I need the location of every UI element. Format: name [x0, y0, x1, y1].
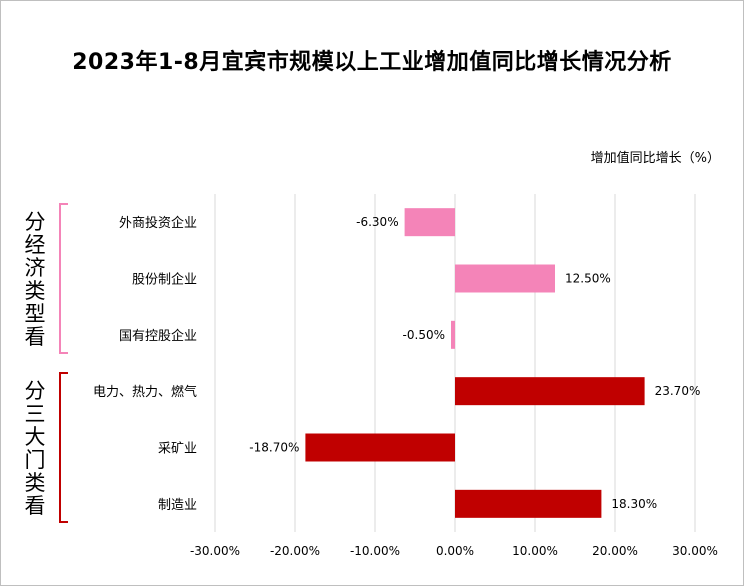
category-label: 股份制企业 — [132, 272, 197, 288]
bars — [305, 208, 645, 518]
group-bracket — [59, 203, 68, 354]
category-label: 制造业 — [158, 498, 197, 513]
x-tick-label: -30.00% — [190, 544, 240, 558]
chart-title: 2023年1-8月宜宾市规模以上工业增加值同比增长情况分析 — [72, 50, 672, 75]
data-label: -0.50% — [403, 328, 445, 342]
bar — [455, 489, 602, 518]
group-label-char: 济 — [25, 256, 46, 280]
group-label-char: 分 — [25, 210, 46, 234]
group-label-char: 门 — [25, 448, 46, 472]
category-label: 外商投资企业 — [119, 215, 197, 231]
bar — [455, 264, 555, 293]
category-label: 采矿业 — [158, 442, 197, 457]
category-label: 国有控股企业 — [119, 328, 197, 344]
group-label-char: 大 — [25, 425, 46, 449]
data-label: 12.50% — [565, 272, 611, 286]
group-label-char: 三 — [25, 402, 46, 426]
data-label: 18.30% — [611, 497, 657, 511]
group-label-char: 看 — [25, 325, 46, 349]
x-tick-label: 10.00% — [512, 544, 558, 558]
category-label: 电力、热力、燃气 — [93, 384, 197, 400]
x-tick-label: 0.00% — [436, 544, 474, 558]
bar — [305, 433, 455, 462]
data-label: 23.70% — [655, 384, 701, 398]
group-label-char: 型 — [25, 302, 46, 326]
data-label: -6.30% — [356, 215, 398, 229]
group-label-char: 类 — [25, 471, 46, 495]
gridlines — [214, 194, 696, 532]
data-labels: -6.30% 12.50% -0.50% 23.70% -18.70% 18.30% — [249, 215, 700, 511]
x-tick-label: 20.00% — [592, 544, 638, 558]
group-label-char: 类 — [25, 279, 46, 303]
bar — [451, 320, 455, 349]
data-label: -18.70% — [249, 441, 299, 455]
bar — [404, 208, 455, 237]
group-label-char: 看 — [25, 494, 46, 518]
group-label-char: 经 — [25, 233, 46, 257]
x-tick-label: -20.00% — [270, 544, 320, 558]
group-label-char: 分 — [25, 379, 46, 403]
bar — [455, 377, 645, 406]
x-tick-label: -10.00% — [350, 544, 400, 558]
unit-label: 增加值同比增长（%） — [590, 151, 720, 166]
x-tick-labels: -30.00% -20.00% -10.00% 0.00% 10.00% 20.00% 30… — [190, 544, 718, 558]
x-tick-label: 30.00% — [672, 544, 718, 558]
group-bracket — [59, 372, 68, 523]
